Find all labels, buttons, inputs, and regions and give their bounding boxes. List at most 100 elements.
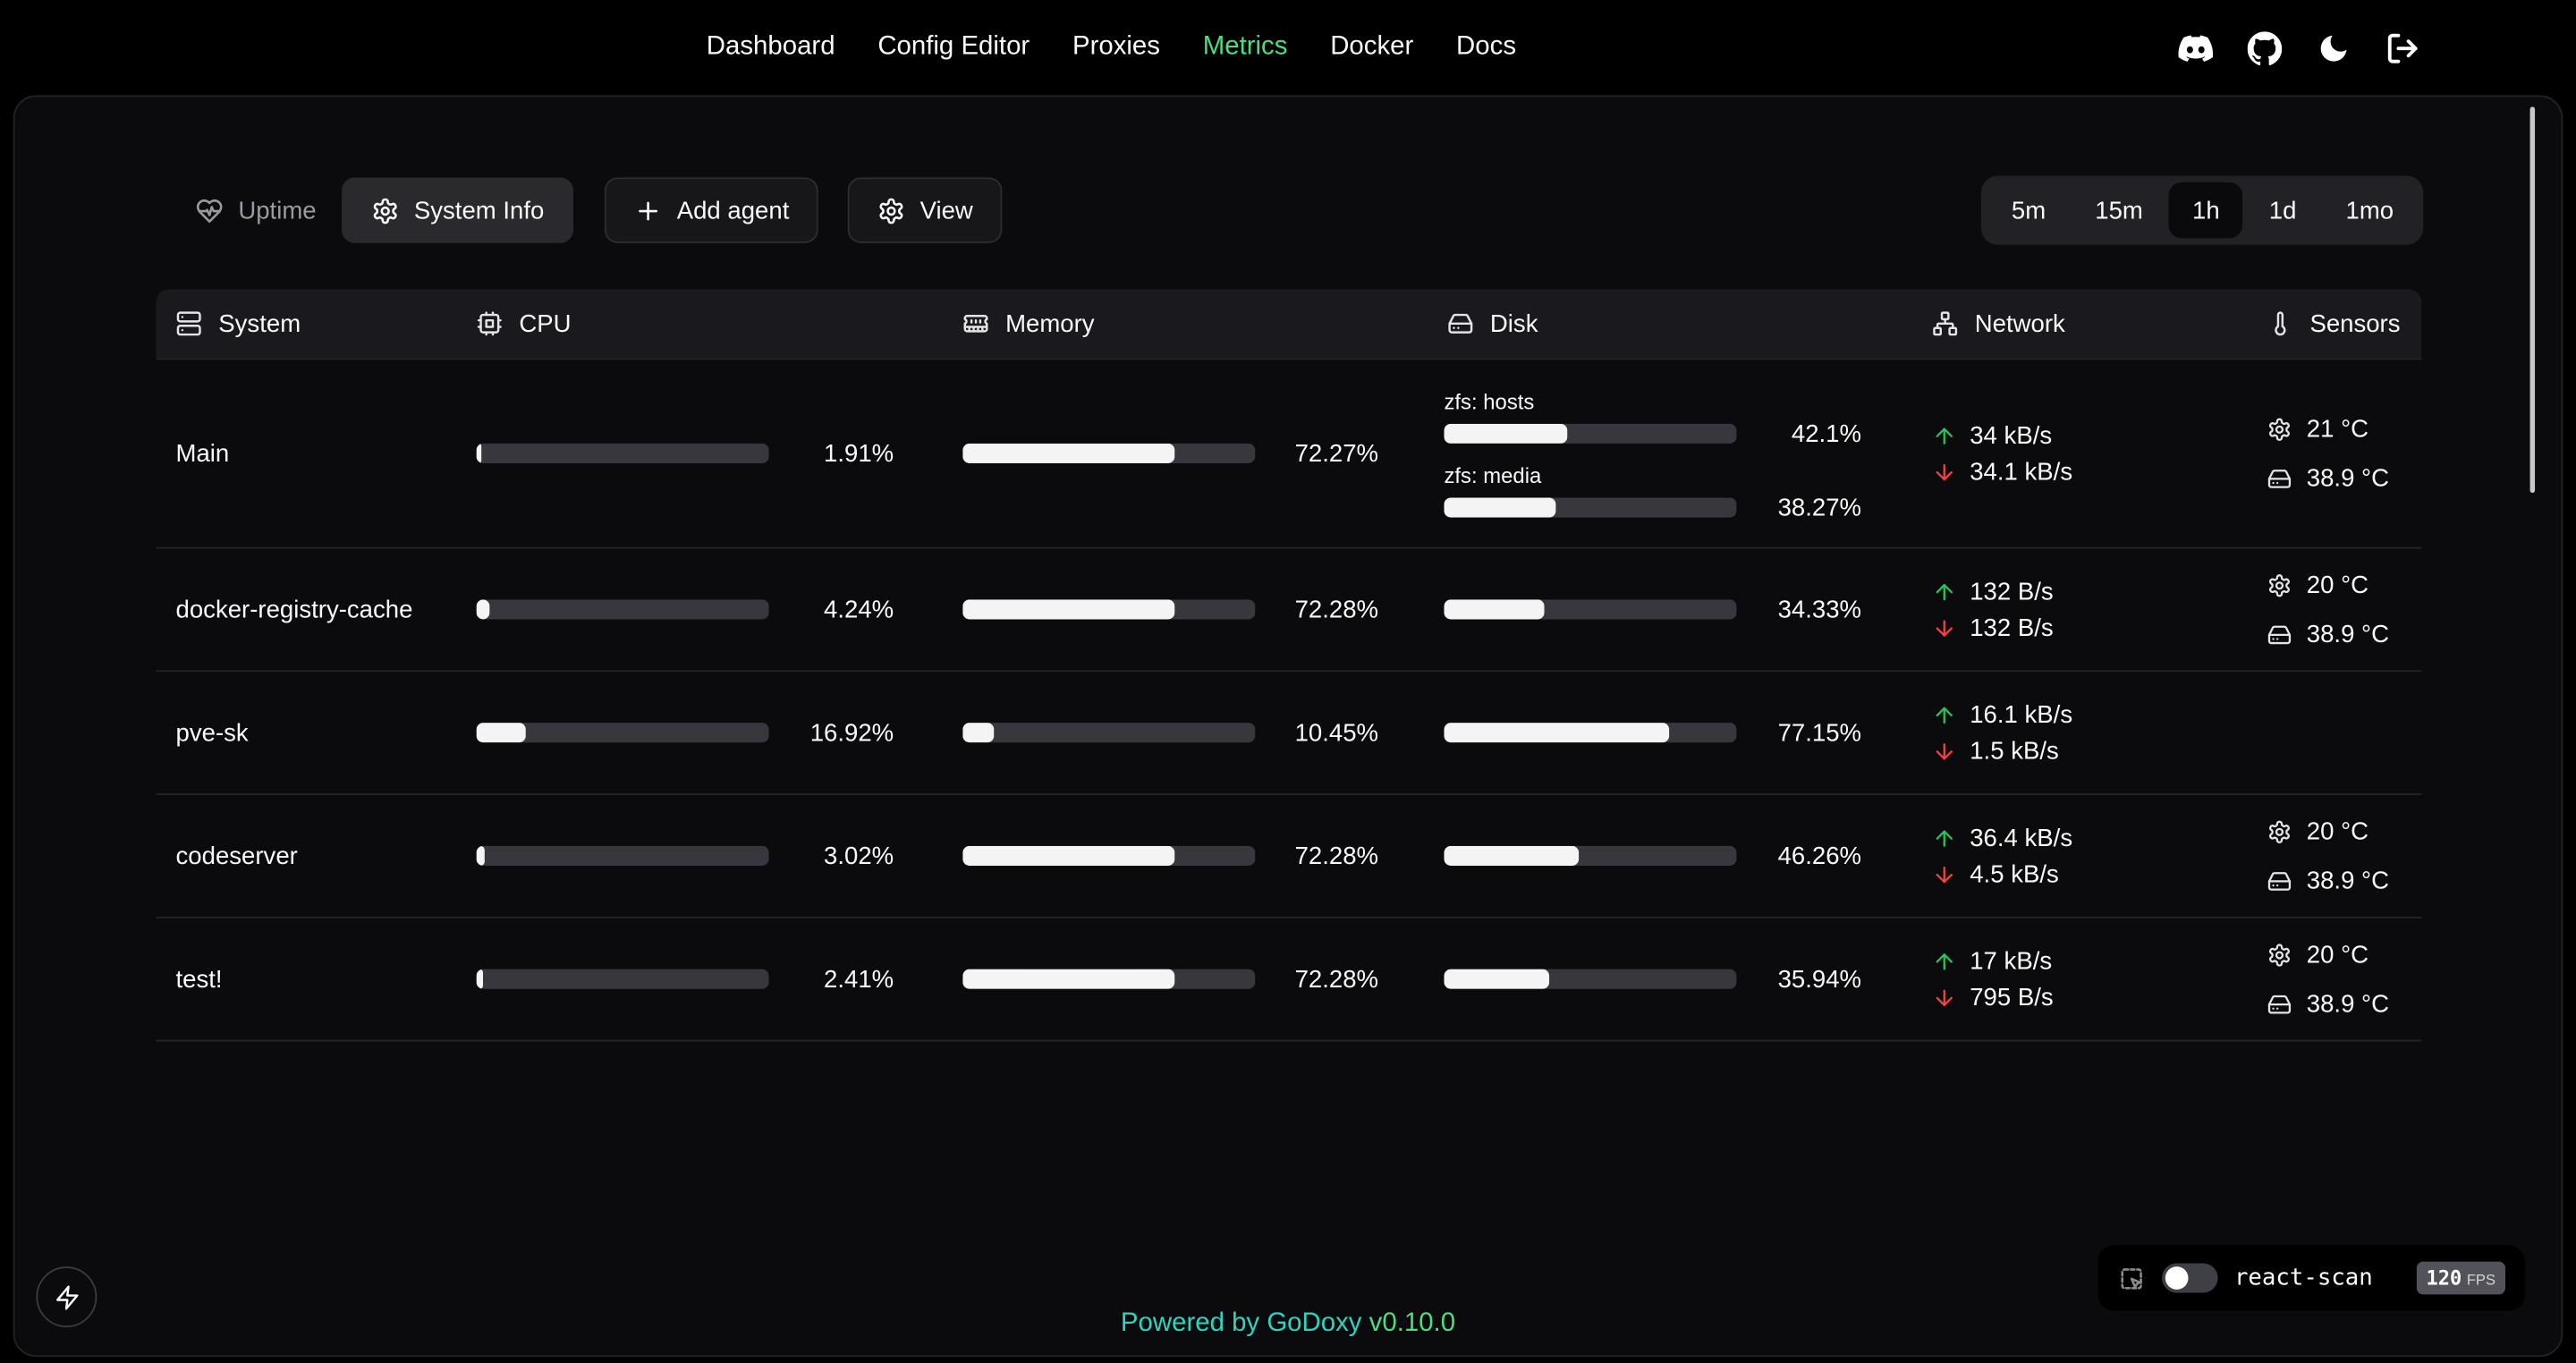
range-1mo[interactable]: 1mo — [2323, 182, 2417, 238]
cpu-temp: 20 °C — [2306, 817, 2368, 845]
cpu-bar — [476, 723, 769, 743]
nav-item-config-editor[interactable]: Config Editor — [877, 32, 1030, 61]
system-cell: pve-sk — [156, 719, 456, 747]
godoxy-link[interactable]: GoDoxy — [1267, 1308, 1362, 1338]
disk-bar — [1444, 497, 1737, 518]
memory-cell: 72.28% — [943, 596, 1428, 623]
cpu-temp: 21 °C — [2306, 414, 2368, 443]
sensors-cell: 21 °C 38.9 °C — [2234, 415, 2421, 492]
system-name: pve-sk — [175, 718, 249, 747]
nav-item-metrics[interactable]: Metrics — [1202, 32, 1288, 61]
arrow-down-icon — [1932, 861, 1957, 886]
github-button[interactable] — [2248, 30, 2283, 65]
network-icon — [1932, 310, 1958, 336]
network-cell: 16.1 kB/s 1.5 kB/s — [1912, 700, 2234, 765]
arrow-up-icon — [1932, 949, 1957, 974]
view-button[interactable]: View — [847, 177, 1003, 243]
powered-by-text: Powered by — [1120, 1308, 1260, 1338]
discord-button[interactable] — [2179, 30, 2214, 65]
nav-item-docker[interactable]: Docker — [1330, 32, 1414, 61]
column-label: Network — [1974, 309, 2065, 338]
cpu-cell: 2.41% — [457, 965, 944, 993]
cpu-temp: 20 °C — [2306, 571, 2368, 599]
network-cell: 34 kB/s 34.1 kB/s — [1912, 421, 2234, 486]
add-agent-button[interactable]: Add agent — [604, 177, 819, 243]
disk-name: zfs: hosts — [1444, 389, 1535, 414]
memory-bar — [962, 845, 1256, 866]
network-cell: 17 kB/s 795 B/s — [1912, 947, 2234, 1012]
uptime-button[interactable]: Uptime — [184, 177, 328, 242]
disk-temp: 38.9 °C — [2306, 620, 2389, 648]
logout-button[interactable] — [2385, 30, 2420, 65]
disk-temp: 38.9 °C — [2306, 989, 2389, 1018]
add-agent-label: Add agent — [676, 196, 790, 224]
disk-temp: 38.9 °C — [2306, 463, 2389, 493]
range-1d[interactable]: 1d — [2246, 182, 2319, 238]
disk-bar — [1444, 599, 1737, 620]
memory-percent: 72.28% — [1294, 965, 1379, 994]
fps-value: 120 — [2426, 1266, 2462, 1290]
react-scan-toggle[interactable] — [2162, 1263, 2218, 1293]
cpu-bar — [476, 969, 769, 989]
column-label: CPU — [519, 309, 572, 338]
cpu-temp: 20 °C — [2306, 940, 2368, 969]
disk-percent: 38.27% — [1777, 494, 1862, 523]
inspect-icon[interactable] — [2118, 1264, 2146, 1291]
arrow-up-icon — [1932, 579, 1957, 604]
react-scan-widget: react-scan 120 FPS — [2097, 1245, 2526, 1311]
download-rate: 34.1 kB/s — [1970, 457, 2073, 486]
arrow-up-icon — [1932, 423, 1957, 448]
system-info-button[interactable]: System Info — [342, 177, 574, 243]
cpu-cell: 4.24% — [457, 596, 944, 623]
disk-percent: 77.15% — [1777, 718, 1862, 747]
time-range-selector: 5m 15m 1h 1d 1mo — [1981, 175, 2424, 245]
disk-temp-icon — [2267, 991, 2292, 1016]
table-header: System CPU Memory Disk Network Sensors — [156, 289, 2422, 359]
moon-icon — [2317, 30, 2351, 65]
disk-temp-icon — [2267, 868, 2292, 893]
disk-item: zfs: media 38.27% — [1444, 463, 1861, 522]
view-label: View — [919, 196, 973, 224]
scrollbar-thumb[interactable] — [2529, 106, 2536, 494]
nav-item-dashboard[interactable]: Dashboard — [706, 32, 835, 61]
disk-percent: 34.33% — [1777, 595, 1862, 624]
download-rate: 795 B/s — [1970, 983, 2054, 1012]
footer: Powered by GoDoxy v0.10.0 — [0, 1309, 2576, 1339]
range-1h[interactable]: 1h — [2169, 182, 2243, 239]
upload-rate: 34 kB/s — [1970, 421, 2053, 450]
range-15m[interactable]: 15m — [2072, 182, 2166, 238]
arrow-down-icon — [1932, 985, 1957, 1010]
column-label: System — [218, 309, 301, 338]
cpu-icon — [477, 310, 503, 336]
disk-item: zfs: hosts 42.1% — [1444, 389, 1861, 448]
download-rate: 4.5 kB/s — [1970, 859, 2059, 888]
memory-bar — [962, 723, 1256, 743]
upload-rate: 16.1 kB/s — [1970, 700, 2073, 729]
memory-cell: 10.45% — [943, 719, 1428, 747]
disk-bar — [1444, 845, 1737, 866]
sensors-cell: 20 °C 38.9 °C — [2234, 941, 2421, 1018]
plus-icon — [634, 196, 662, 224]
nav-item-docs[interactable]: Docs — [1456, 32, 1517, 61]
memory-cell: 72.28% — [943, 965, 1428, 993]
table-row: docker-registry-cache 4.24% 72.28% 34.33… — [156, 548, 2422, 673]
download-rate: 1.5 kB/s — [1970, 736, 2059, 765]
disk-temp-icon — [2267, 622, 2292, 647]
nav-item-proxies[interactable]: Proxies — [1072, 32, 1160, 61]
range-5m[interactable]: 5m — [1988, 182, 2069, 238]
system-info-label: System Info — [413, 196, 545, 224]
arrow-up-icon — [1932, 702, 1957, 727]
column-cpu: CPU — [457, 309, 944, 337]
cpu-percent: 1.91% — [824, 439, 894, 468]
system-cell: test! — [156, 965, 456, 993]
disk-bar — [1444, 723, 1737, 743]
quick-actions-button[interactable] — [36, 1266, 97, 1328]
cpu-percent: 16.92% — [809, 718, 894, 747]
cpu-temp-icon — [2267, 942, 2292, 967]
column-memory: Memory — [943, 309, 1428, 337]
metrics-table: System CPU Memory Disk Network Sensors M… — [156, 289, 2422, 1042]
disk-temp: 38.9 °C — [2306, 866, 2389, 895]
dark-mode-toggle-button[interactable] — [2317, 30, 2351, 65]
table-row: Main 1.91% 72.27% zfs: hosts — [156, 360, 2422, 549]
